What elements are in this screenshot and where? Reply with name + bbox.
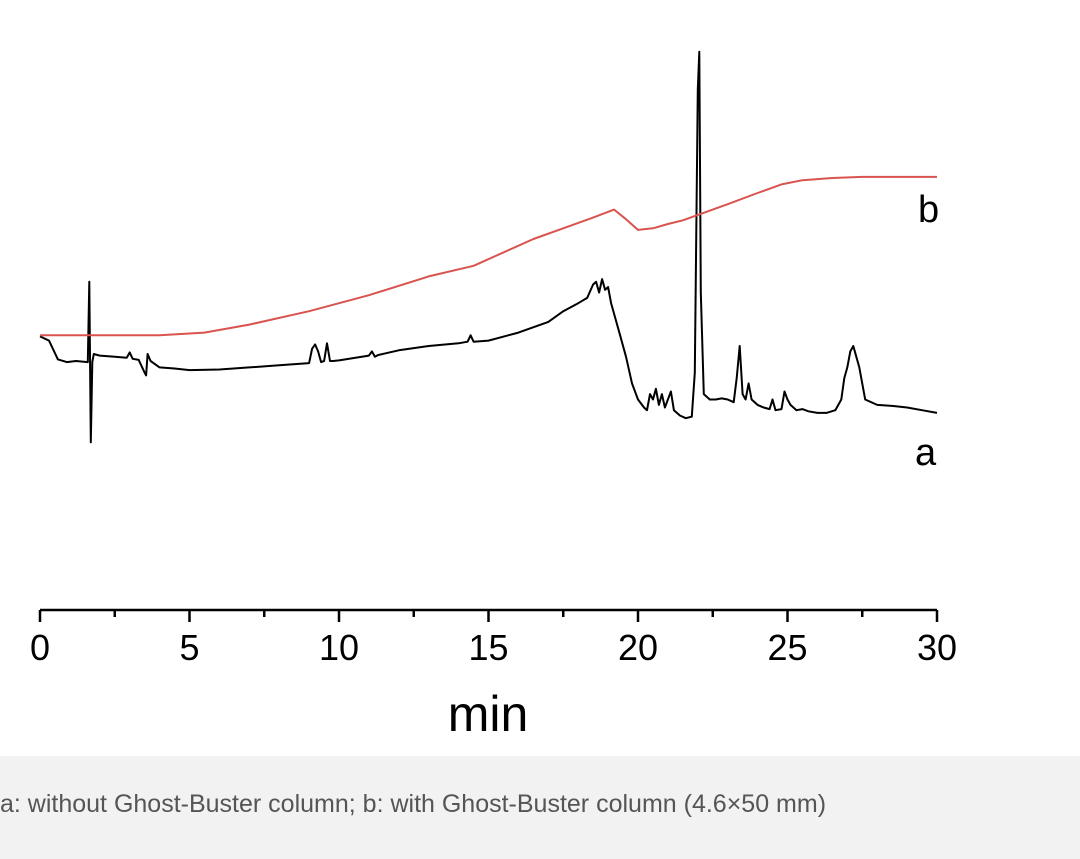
x-tick-label: 10 [319,627,359,668]
series-label-b: b [918,189,939,231]
caption-bar: a: without Ghost-Buster column; b: with … [0,756,1080,859]
series-label-a: a [915,432,937,474]
x-axis: 0 5 10 15 20 25 30 [30,608,957,668]
x-axis-title: min [448,686,529,742]
x-tick-label: 0 [30,627,50,668]
x-tick-label: 5 [179,627,199,668]
series-b-line [40,175,937,337]
figure-caption: a: without Ghost-Buster column; b: with … [0,790,827,818]
x-tick-label: 15 [468,627,508,668]
chromatogram-chart: 0 5 10 15 20 25 30 a b min [30,50,957,742]
chromatogram-figure: 0 5 10 15 20 25 30 a b min [29,50,958,742]
x-tick-label: 20 [618,627,658,668]
x-tick-label: 25 [767,627,807,668]
x-tick-label: 30 [917,627,957,668]
series-layer [39,50,938,444]
series-a-line [39,50,938,444]
